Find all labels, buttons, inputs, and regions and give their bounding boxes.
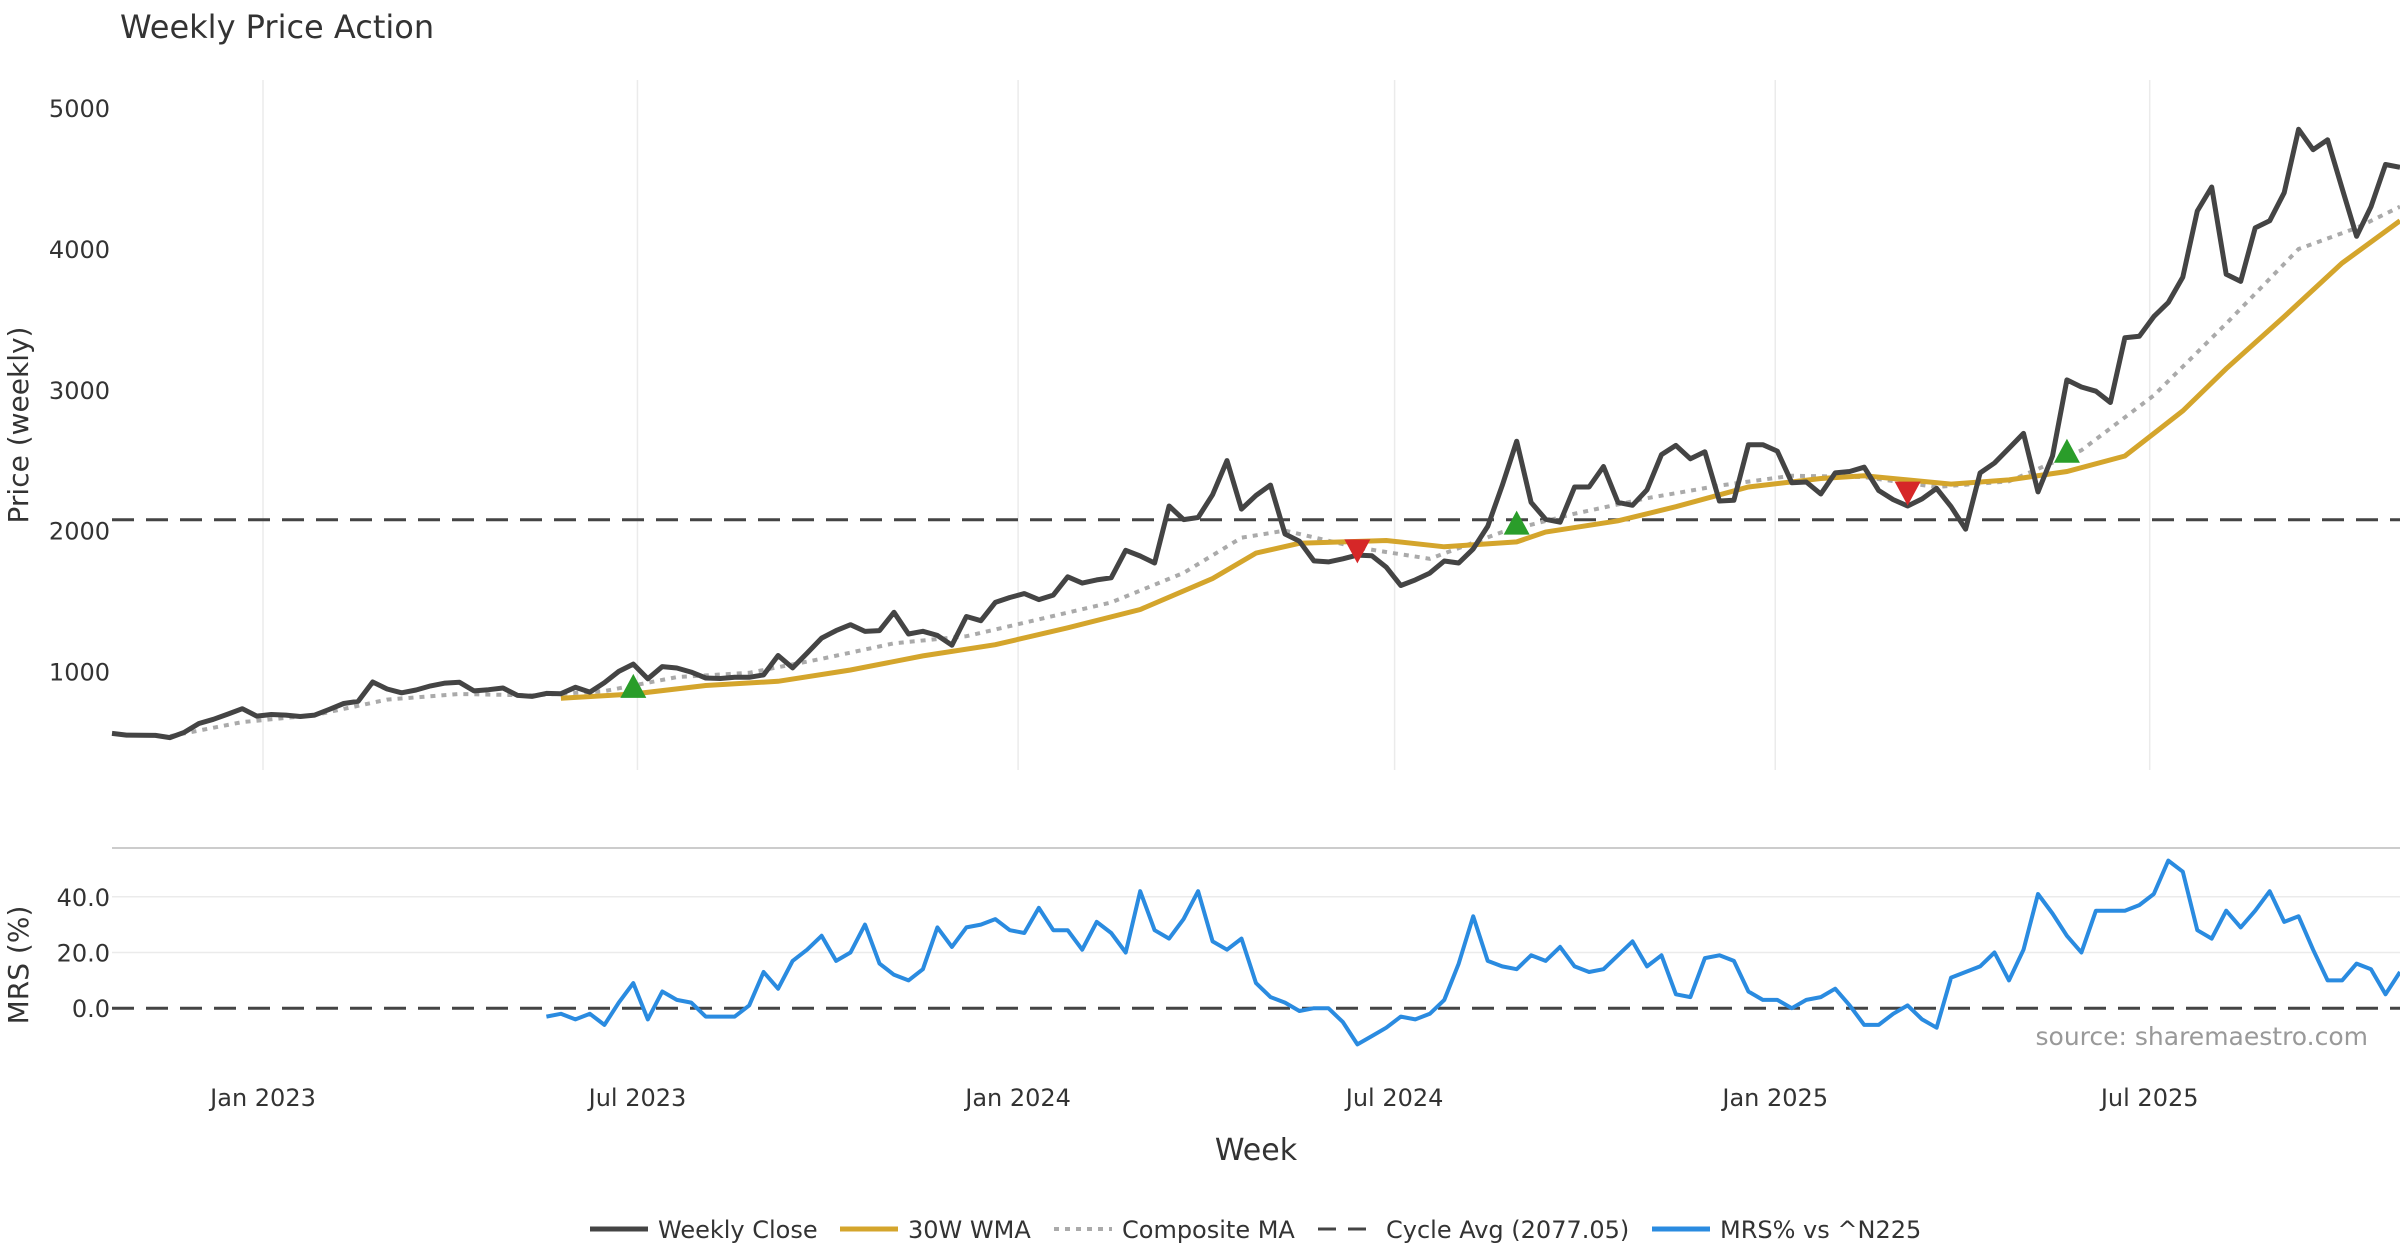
- mrs-line: [546, 858, 2400, 1047]
- price-y-tick-label: 4000: [49, 236, 110, 264]
- x-tick-label: Jan 2025: [1720, 1084, 1828, 1112]
- legend-label-close: Weekly Close: [658, 1216, 818, 1244]
- legend-label-cycle: Cycle Avg (2077.05): [1386, 1216, 1629, 1244]
- price-panel: 1000 2000 3000 4000 5000 Price (weekly): [2, 80, 2400, 770]
- chart-title: Weekly Price Action: [120, 8, 434, 46]
- buy-signal-marker: [2053, 438, 2080, 463]
- buy-signal-marker: [620, 673, 647, 698]
- price-y-label: Price (weekly): [2, 327, 35, 524]
- price-y-tick-label: 2000: [49, 518, 110, 546]
- legend-label-composite: Composite MA: [1122, 1216, 1295, 1244]
- x-tick-label: Jan 2024: [963, 1084, 1071, 1112]
- x-tick-label: Jan 2023: [208, 1084, 316, 1112]
- x-tick-label: Jul 2025: [2099, 1084, 2199, 1112]
- legend-label-wma: 30W WMA: [908, 1216, 1031, 1244]
- mrs-panel: 0.0 20.0 40.0 MRS (%) source: sharemaestro…: [2, 858, 2400, 1051]
- weekly-close-line: [111, 126, 2400, 741]
- x-tick-label: Jul 2024: [1344, 1084, 1444, 1112]
- sell-signal-marker: [1894, 481, 1921, 506]
- buy-signal-marker: [1503, 510, 1530, 535]
- x-tick-label: Jul 2023: [587, 1084, 687, 1112]
- x-axis-ticks: Jan 2023 Jul 2023 Jan 2024 Jul 2024 Jan 2025…: [208, 1084, 2198, 1112]
- price-y-tick-label: 3000: [49, 377, 110, 405]
- mrs-y-tick-label: 20.0: [57, 940, 110, 968]
- legend: Weekly Close 30W WMA Composite MA Cycle …: [590, 1216, 1921, 1244]
- x-axis-label: Week: [1215, 1133, 1298, 1168]
- source-note: source: sharemaestro.com: [2036, 1022, 2369, 1051]
- price-y-tick-label: 1000: [49, 658, 110, 686]
- mrs-y-label: MRS (%): [2, 906, 35, 1025]
- mrs-y-ticks: 0.0 20.0 40.0: [57, 884, 110, 1023]
- price-y-tick-label: 5000: [49, 95, 110, 123]
- mrs-gridlines: [112, 896, 2400, 954]
- legend-label-mrs: MRS% vs ^N225: [1720, 1216, 1921, 1244]
- mrs-y-tick-label: 40.0: [57, 884, 110, 912]
- price-gridlines: [262, 80, 2151, 770]
- signal-markers: [620, 438, 2080, 698]
- sell-signal-marker: [1344, 539, 1371, 564]
- wma-30w-line: [560, 218, 2400, 701]
- mrs-y-tick-label: 0.0: [72, 995, 110, 1023]
- price-y-ticks: 1000 2000 3000 4000 5000: [49, 95, 110, 686]
